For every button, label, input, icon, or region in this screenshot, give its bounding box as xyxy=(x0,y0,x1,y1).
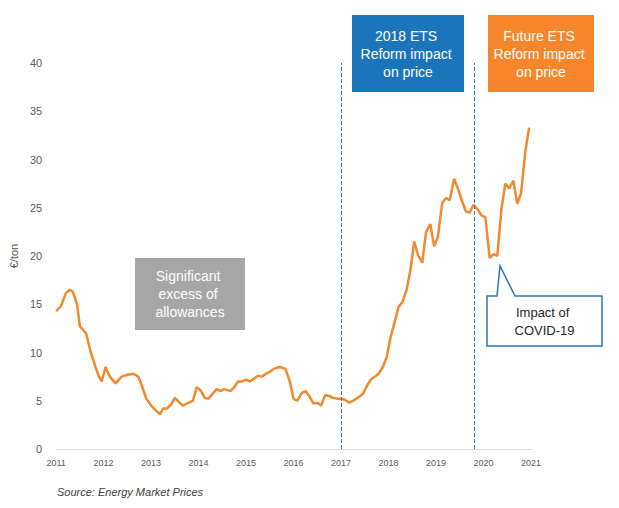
svg-text:€/ton: €/ton xyxy=(8,244,20,268)
svg-text:2014: 2014 xyxy=(189,458,209,468)
svg-text:2012: 2012 xyxy=(94,458,114,468)
svg-text:2021: 2021 xyxy=(521,458,541,468)
svg-text:40: 40 xyxy=(30,57,42,69)
svg-text:2020: 2020 xyxy=(473,458,493,468)
svg-text:Significant: Significant xyxy=(156,268,224,284)
svg-text:20: 20 xyxy=(30,250,42,262)
svg-text:10: 10 xyxy=(30,347,42,359)
svg-text:on price: on price xyxy=(516,64,566,80)
svg-text:Source: Energy Market Prices: Source: Energy Market Prices xyxy=(57,486,204,498)
svg-text:allowances: allowances xyxy=(155,304,224,320)
svg-text:2016: 2016 xyxy=(284,458,304,468)
svg-text:2013: 2013 xyxy=(141,458,161,468)
svg-text:2018 ETS: 2018 ETS xyxy=(375,28,441,44)
svg-text:5: 5 xyxy=(36,395,42,407)
svg-text:2011: 2011 xyxy=(46,458,65,468)
svg-text:COVID-19: COVID-19 xyxy=(515,323,575,338)
svg-text:25: 25 xyxy=(30,202,42,214)
svg-text:Impact of: Impact of xyxy=(516,305,573,320)
svg-text:on price: on price xyxy=(383,64,433,80)
svg-text:Reform impact: Reform impact xyxy=(361,46,456,62)
svg-text:15: 15 xyxy=(30,298,42,310)
svg-text:Reform impact: Reform impact xyxy=(494,46,589,62)
svg-text:2015: 2015 xyxy=(236,458,256,468)
svg-text:2017: 2017 xyxy=(331,458,351,468)
svg-text:excess of: excess of xyxy=(158,286,221,302)
svg-text:Future ETS: Future ETS xyxy=(503,28,578,44)
svg-text:0: 0 xyxy=(36,443,42,455)
svg-text:2018: 2018 xyxy=(379,458,399,468)
svg-text:2019: 2019 xyxy=(426,458,446,468)
svg-text:30: 30 xyxy=(30,154,42,166)
svg-text:35: 35 xyxy=(30,105,42,117)
